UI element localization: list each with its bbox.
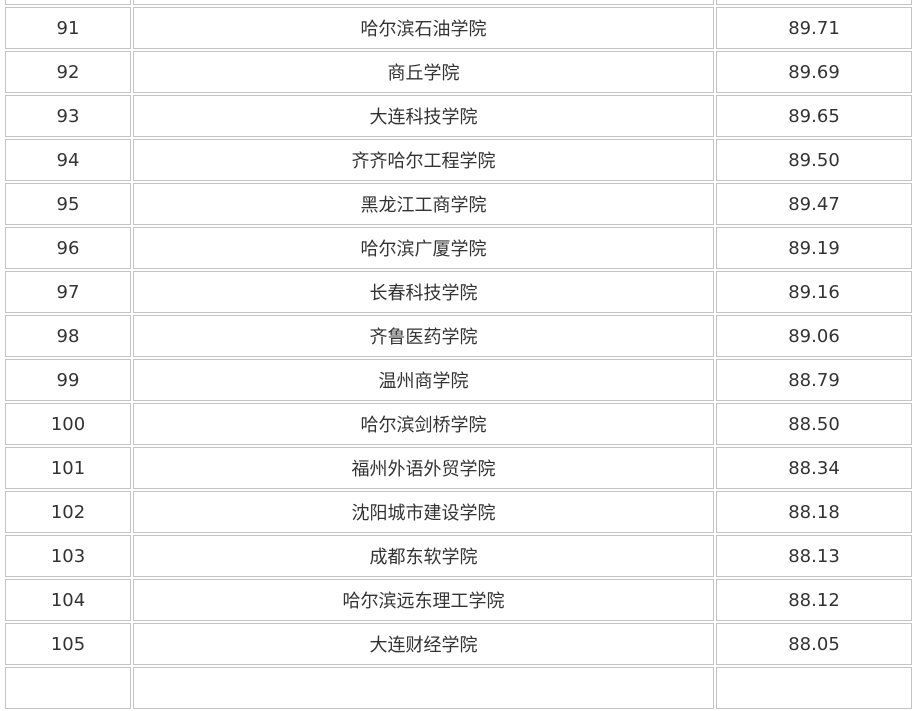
score-cell: 89.47 [716,183,912,225]
name-cell: 大连科技学院 [133,95,714,137]
name-cell: 商丘学院 [133,51,714,93]
table-row: 96 哈尔滨广厦学院 89.19 [5,227,912,269]
table-row: 92 商丘学院 89.69 [5,51,912,93]
name-cell: 温州商学院 [133,359,714,401]
rank-cell: 100 [5,403,131,445]
name-cell: 哈尔滨远东理工学院 [133,579,714,621]
rank-cell: 94 [5,139,131,181]
score-cell: 88.79 [716,359,912,401]
rank-cell: 102 [5,491,131,533]
ranking-table: 91 哈尔滨石油学院 89.71 92 商丘学院 89.69 93 大连科技学院 89.65 94… [3,0,914,711]
table-row: 95 黑龙江工商学院 89.47 [5,183,912,225]
rank-cell [5,0,131,5]
rank-cell: 93 [5,95,131,137]
table-row: 105 大连财经学院 88.05 [5,623,912,665]
score-cell: 88.13 [716,535,912,577]
table-row: 103 成都东软学院 88.13 [5,535,912,577]
score-cell: 88.12 [716,579,912,621]
rank-cell: 91 [5,7,131,49]
score-cell: 89.69 [716,51,912,93]
rank-cell: 104 [5,579,131,621]
rank-cell: 96 [5,227,131,269]
table-row: 99 温州商学院 88.79 [5,359,912,401]
name-cell: 大连财经学院 [133,623,714,665]
score-cell: 88.34 [716,447,912,489]
score-cell: 89.50 [716,139,912,181]
score-cell: 88.50 [716,403,912,445]
score-cell: 89.65 [716,95,912,137]
table-row: 102 沈阳城市建设学院 88.18 [5,491,912,533]
score-cell: 88.18 [716,491,912,533]
table-row: 101 福州外语外贸学院 88.34 [5,447,912,489]
rank-cell: 103 [5,535,131,577]
table-row: 104 哈尔滨远东理工学院 88.12 [5,579,912,621]
rank-cell: 99 [5,359,131,401]
table-row-partial [5,0,912,5]
empty-cell [716,667,912,709]
score-cell: 89.71 [716,7,912,49]
table-row-partial [5,667,912,709]
score-cell [716,0,912,5]
rank-cell: 95 [5,183,131,225]
name-cell: 福州外语外贸学院 [133,447,714,489]
name-cell: 齐鲁医药学院 [133,315,714,357]
empty-cell [5,667,131,709]
name-cell: 长春科技学院 [133,271,714,313]
score-cell: 89.16 [716,271,912,313]
score-cell: 89.06 [716,315,912,357]
name-cell: 齐齐哈尔工程学院 [133,139,714,181]
name-cell [133,0,714,5]
name-cell: 哈尔滨石油学院 [133,7,714,49]
table-row: 98 齐鲁医药学院 89.06 [5,315,912,357]
name-cell: 黑龙江工商学院 [133,183,714,225]
rank-cell: 92 [5,51,131,93]
table-row: 100 哈尔滨剑桥学院 88.50 [5,403,912,445]
table-row: 93 大连科技学院 89.65 [5,95,912,137]
table-row: 91 哈尔滨石油学院 89.71 [5,7,912,49]
name-cell: 沈阳城市建设学院 [133,491,714,533]
rank-cell: 97 [5,271,131,313]
empty-cell [133,667,714,709]
table-row: 94 齐齐哈尔工程学院 89.50 [5,139,912,181]
rank-cell: 98 [5,315,131,357]
rank-cell: 101 [5,447,131,489]
table-row: 97 长春科技学院 89.16 [5,271,912,313]
name-cell: 哈尔滨广厦学院 [133,227,714,269]
name-cell: 成都东软学院 [133,535,714,577]
score-cell: 89.19 [716,227,912,269]
rank-cell: 105 [5,623,131,665]
score-cell: 88.05 [716,623,912,665]
name-cell: 哈尔滨剑桥学院 [133,403,714,445]
